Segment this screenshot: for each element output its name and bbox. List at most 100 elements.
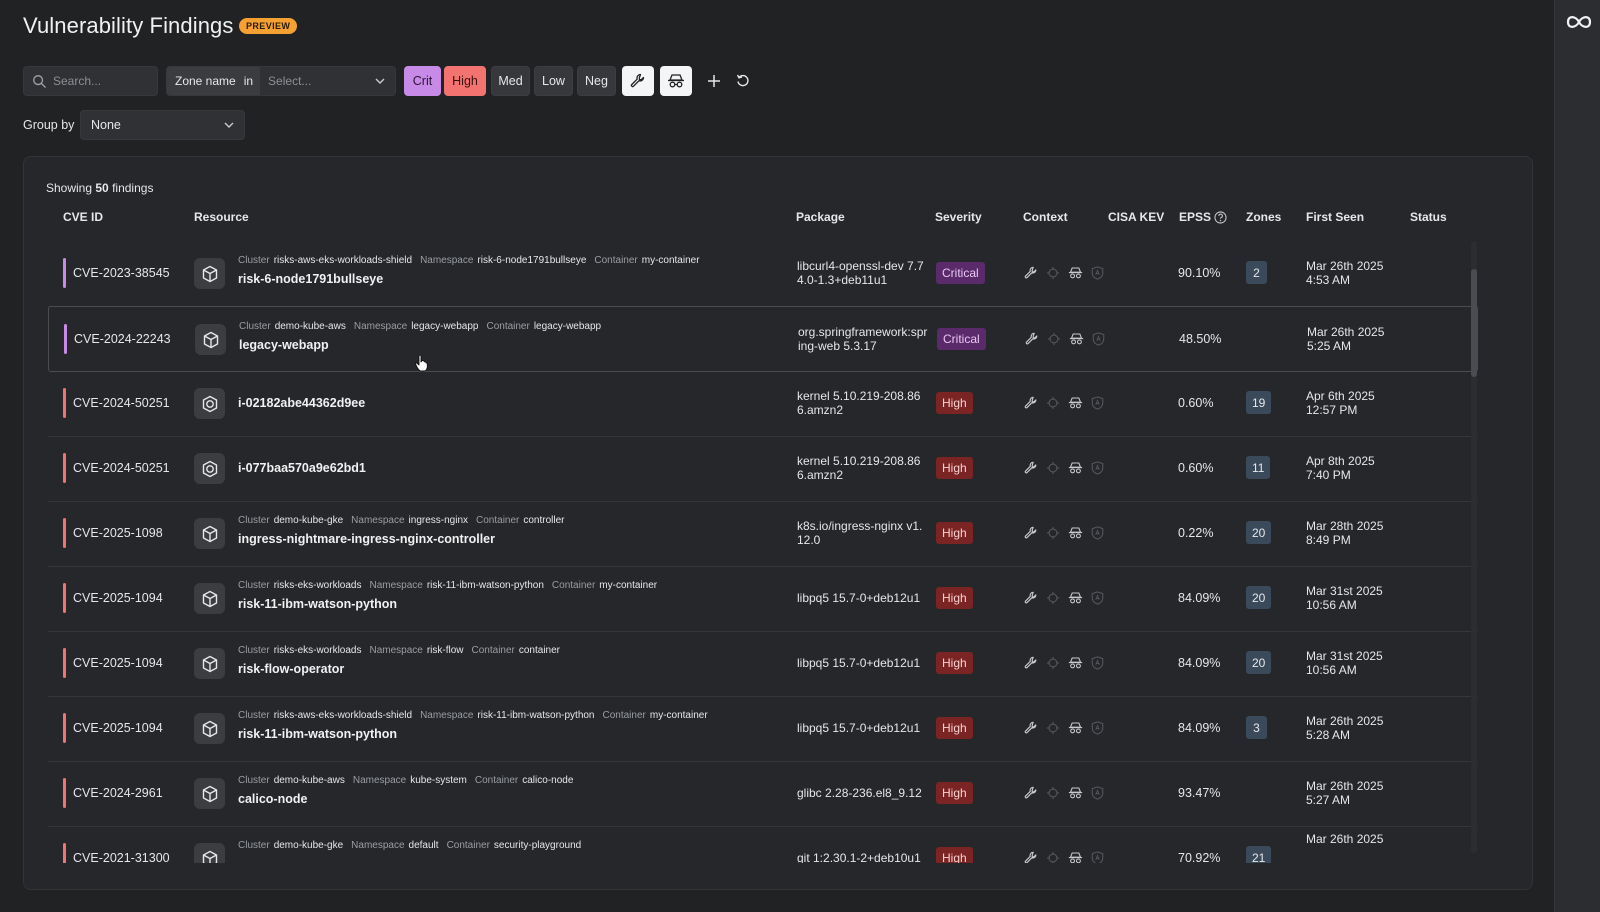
zone-filter[interactable]: Zone name in Select... <box>166 66 397 96</box>
cve-id[interactable]: CVE-2025-1094 <box>73 656 163 670</box>
severity-crit-button[interactable]: Crit <box>404 66 441 96</box>
group-by-label: Group by <box>23 118 75 132</box>
cve-id[interactable]: CVE-2025-1094 <box>73 721 163 735</box>
table-row[interactable]: CVE-2023-38545 Cluster risks-aws-eks-workl… <box>48 241 1478 307</box>
cve-id[interactable]: CVE-2024-2961 <box>73 786 163 800</box>
severity-badge: High <box>936 717 973 739</box>
table-row[interactable]: CVE-2024-50251 i-077baa570a9e62bd1 kernel … <box>48 436 1478 502</box>
cve-id[interactable]: CVE-2025-1098 <box>73 526 163 540</box>
cve-id[interactable]: CVE-2025-1094 <box>73 591 163 605</box>
wrench-icon <box>1023 655 1039 671</box>
shield-icon <box>1089 265 1105 281</box>
spy-icon <box>1067 720 1083 736</box>
showing-count: 50 <box>95 181 109 195</box>
package-name: kernel 5.10.219-208.866.amzn2 <box>797 454 921 482</box>
column-cisa-kev[interactable]: CISA KEV <box>1108 210 1165 224</box>
first-seen: Mar 26th 2025 <box>1306 832 1383 846</box>
cve-id[interactable]: CVE-2024-50251 <box>73 396 170 410</box>
cve-id[interactable]: CVE-2024-50251 <box>73 461 170 475</box>
cve-id[interactable]: CVE-2024-22243 <box>74 332 171 346</box>
zones-count[interactable]: 20 <box>1246 651 1272 674</box>
epss-score: 0.60% <box>1178 461 1214 475</box>
cube-icon <box>194 713 225 744</box>
reset-filters-button[interactable] <box>733 71 753 91</box>
epss-score: 0.60% <box>1178 396 1214 410</box>
scrollbar-track[interactable] <box>1471 241 1477 853</box>
table-row[interactable]: CVE-2025-1094 Cluster risks-eks-workloads N… <box>48 566 1478 632</box>
resource-name[interactable]: risk-11-ibm-watson-python <box>238 727 398 741</box>
exploit-filter-button[interactable] <box>660 66 692 96</box>
column-epss-label: EPSS <box>1179 210 1212 224</box>
zones-count[interactable]: 20 <box>1246 521 1272 544</box>
fix-available-filter-button[interactable] <box>622 66 654 96</box>
epss-score: 84.09% <box>1178 721 1221 735</box>
target-icon <box>1045 785 1061 801</box>
zone-select[interactable]: Select... <box>260 67 396 95</box>
column-status[interactable]: Status <box>1410 210 1447 224</box>
severity-indicator <box>63 258 66 288</box>
column-first-seen[interactable]: First Seen <box>1306 210 1365 224</box>
page-title: Vulnerability Findings <box>23 13 234 38</box>
resource-name[interactable]: risk-11-ibm-watson-python <box>238 597 398 611</box>
zone-filter-operator[interactable]: in <box>243 67 261 95</box>
table-row[interactable]: CVE-2021-31300 Cluster demo-kube-gke Namesp… <box>48 826 1478 863</box>
first-seen: Mar 31st 2025 10:56 AM <box>1306 584 1383 612</box>
namespace-value: legacy-webapp <box>411 321 479 332</box>
group-by-select[interactable]: None <box>80 110 245 140</box>
resource-name[interactable]: risk-flow-operator <box>238 662 345 676</box>
shield-icon <box>1089 785 1105 801</box>
first-seen-time: 12:57 PM <box>1306 403 1358 417</box>
zones-count[interactable]: 2 <box>1246 261 1267 284</box>
add-filter-button[interactable] <box>704 71 724 91</box>
infinity-logo-icon[interactable] <box>1564 10 1594 34</box>
column-package[interactable]: Package <box>796 210 845 224</box>
resource-name[interactable]: risk-6-node1791bullseye <box>238 272 384 286</box>
column-zones[interactable]: Zones <box>1246 210 1282 224</box>
column-epss[interactable]: EPSS <box>1179 207 1227 227</box>
help-icon[interactable] <box>1214 211 1227 224</box>
first-seen-date: Apr 8th 2025 <box>1306 454 1375 468</box>
severity-high-button[interactable]: High <box>444 66 486 96</box>
cube-icon <box>194 258 225 289</box>
table-row[interactable]: CVE-2025-1094 Cluster risks-aws-eks-worklo… <box>48 696 1478 762</box>
column-context[interactable]: Context <box>1023 210 1068 224</box>
severity-neg-button[interactable]: Neg <box>577 66 616 96</box>
column-cve-id[interactable]: CVE ID <box>63 210 104 224</box>
zones-count[interactable]: 19 <box>1246 391 1272 414</box>
resource-name[interactable]: legacy-webapp <box>239 338 329 352</box>
first-seen-time: 10:56 AM <box>1306 663 1357 677</box>
severity-badge: Critical <box>937 328 986 350</box>
table-row[interactable]: CVE-2025-1094 Cluster risks-eks-workloads N… <box>48 631 1478 697</box>
severity-med-button[interactable]: Med <box>491 66 530 96</box>
table-row[interactable]: CVE-2025-1098 Cluster demo-kube-gke Namespa… <box>48 501 1478 567</box>
table-row[interactable]: CVE-2024-50251 i-02182abe44362d9ee kernel … <box>48 371 1478 437</box>
column-resource[interactable]: Resource <box>194 210 249 224</box>
resource-name[interactable]: i-02182abe44362d9ee <box>238 396 366 410</box>
scrollbar-thumb[interactable] <box>1471 269 1477 377</box>
table-row[interactable]: CVE-2024-2961 Cluster demo-kube-aws Namespa… <box>48 761 1478 827</box>
resource-meta: Cluster demo-kube-aws Namespace kube-system… <box>238 775 581 786</box>
zones-count[interactable]: 3 <box>1246 716 1267 739</box>
table-row[interactable]: CVE-2024-22243 Cluster demo-kube-aws Namesp… <box>48 306 1478 372</box>
zones-count[interactable]: 20 <box>1246 586 1272 609</box>
severity-low-button[interactable]: Low <box>534 66 573 96</box>
container-value: my-container <box>649 710 708 721</box>
cve-id[interactable]: CVE-2021-31300 <box>73 851 170 863</box>
cve-id[interactable]: CVE-2023-38545 <box>73 266 170 280</box>
column-severity[interactable]: Severity <box>935 210 982 224</box>
resource-name[interactable]: ingress-nightmare-ingress-nginx-controll… <box>238 532 495 546</box>
container-value: container <box>518 645 561 656</box>
zones-count[interactable]: 21 <box>1246 846 1272 863</box>
context-icons <box>1023 785 1105 801</box>
search-box[interactable] <box>23 66 158 96</box>
wrench-icon <box>1023 590 1039 606</box>
zones-count[interactable]: 11 <box>1246 456 1271 479</box>
first-seen: Mar 26th 2025 4:53 AM <box>1306 259 1383 287</box>
mouse-pointer-icon <box>415 354 428 372</box>
severity-indicator <box>63 518 66 548</box>
resource-name[interactable]: calico-node <box>238 792 308 806</box>
package-name: libpq5 15.7-0+deb12u1 <box>797 656 921 670</box>
resource-name[interactable]: i-077baa570a9e62bd1 <box>238 461 366 475</box>
first-seen-time: 10:56 AM <box>1306 598 1357 612</box>
search-input[interactable] <box>53 74 153 88</box>
